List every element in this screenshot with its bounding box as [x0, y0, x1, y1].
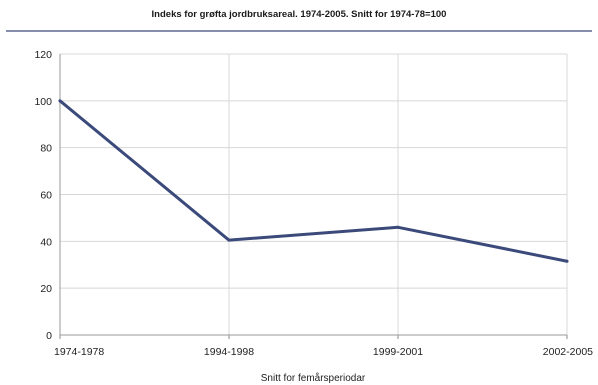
x-tick-labels: 1974-1978 1994-1998 1999-2001 2002-2005 [54, 346, 593, 358]
y-tick-label: 40 [40, 236, 52, 248]
x-axis-label: Snitt for femårsperiodar [261, 372, 366, 384]
x-tick-label: 1999-2001 [373, 346, 423, 358]
y-tick-label: 120 [34, 49, 52, 61]
y-tick-label: 60 [40, 190, 52, 202]
data-point [227, 238, 231, 242]
data-point [565, 259, 569, 263]
y-tick-label: 80 [40, 143, 52, 155]
series-line [58, 99, 569, 263]
y-tick-labels: 0 20 40 60 80 100 120 [34, 49, 52, 342]
chart-title: Indeks for grøfta jordbruksareal. 1974-2… [152, 9, 447, 20]
x-tick-label: 2002-2005 [543, 346, 593, 358]
x-tick-label: 1974-1978 [54, 346, 104, 358]
data-point [396, 225, 400, 229]
grid-lines [60, 53, 568, 335]
data-point [58, 99, 62, 103]
y-tick-label: 0 [46, 330, 52, 342]
y-tick-label: 100 [34, 96, 52, 108]
x-tick-label: 1994-1998 [204, 346, 254, 358]
series-group [58, 99, 569, 263]
y-tick-label: 20 [40, 283, 52, 295]
axes [59, 54, 568, 339]
